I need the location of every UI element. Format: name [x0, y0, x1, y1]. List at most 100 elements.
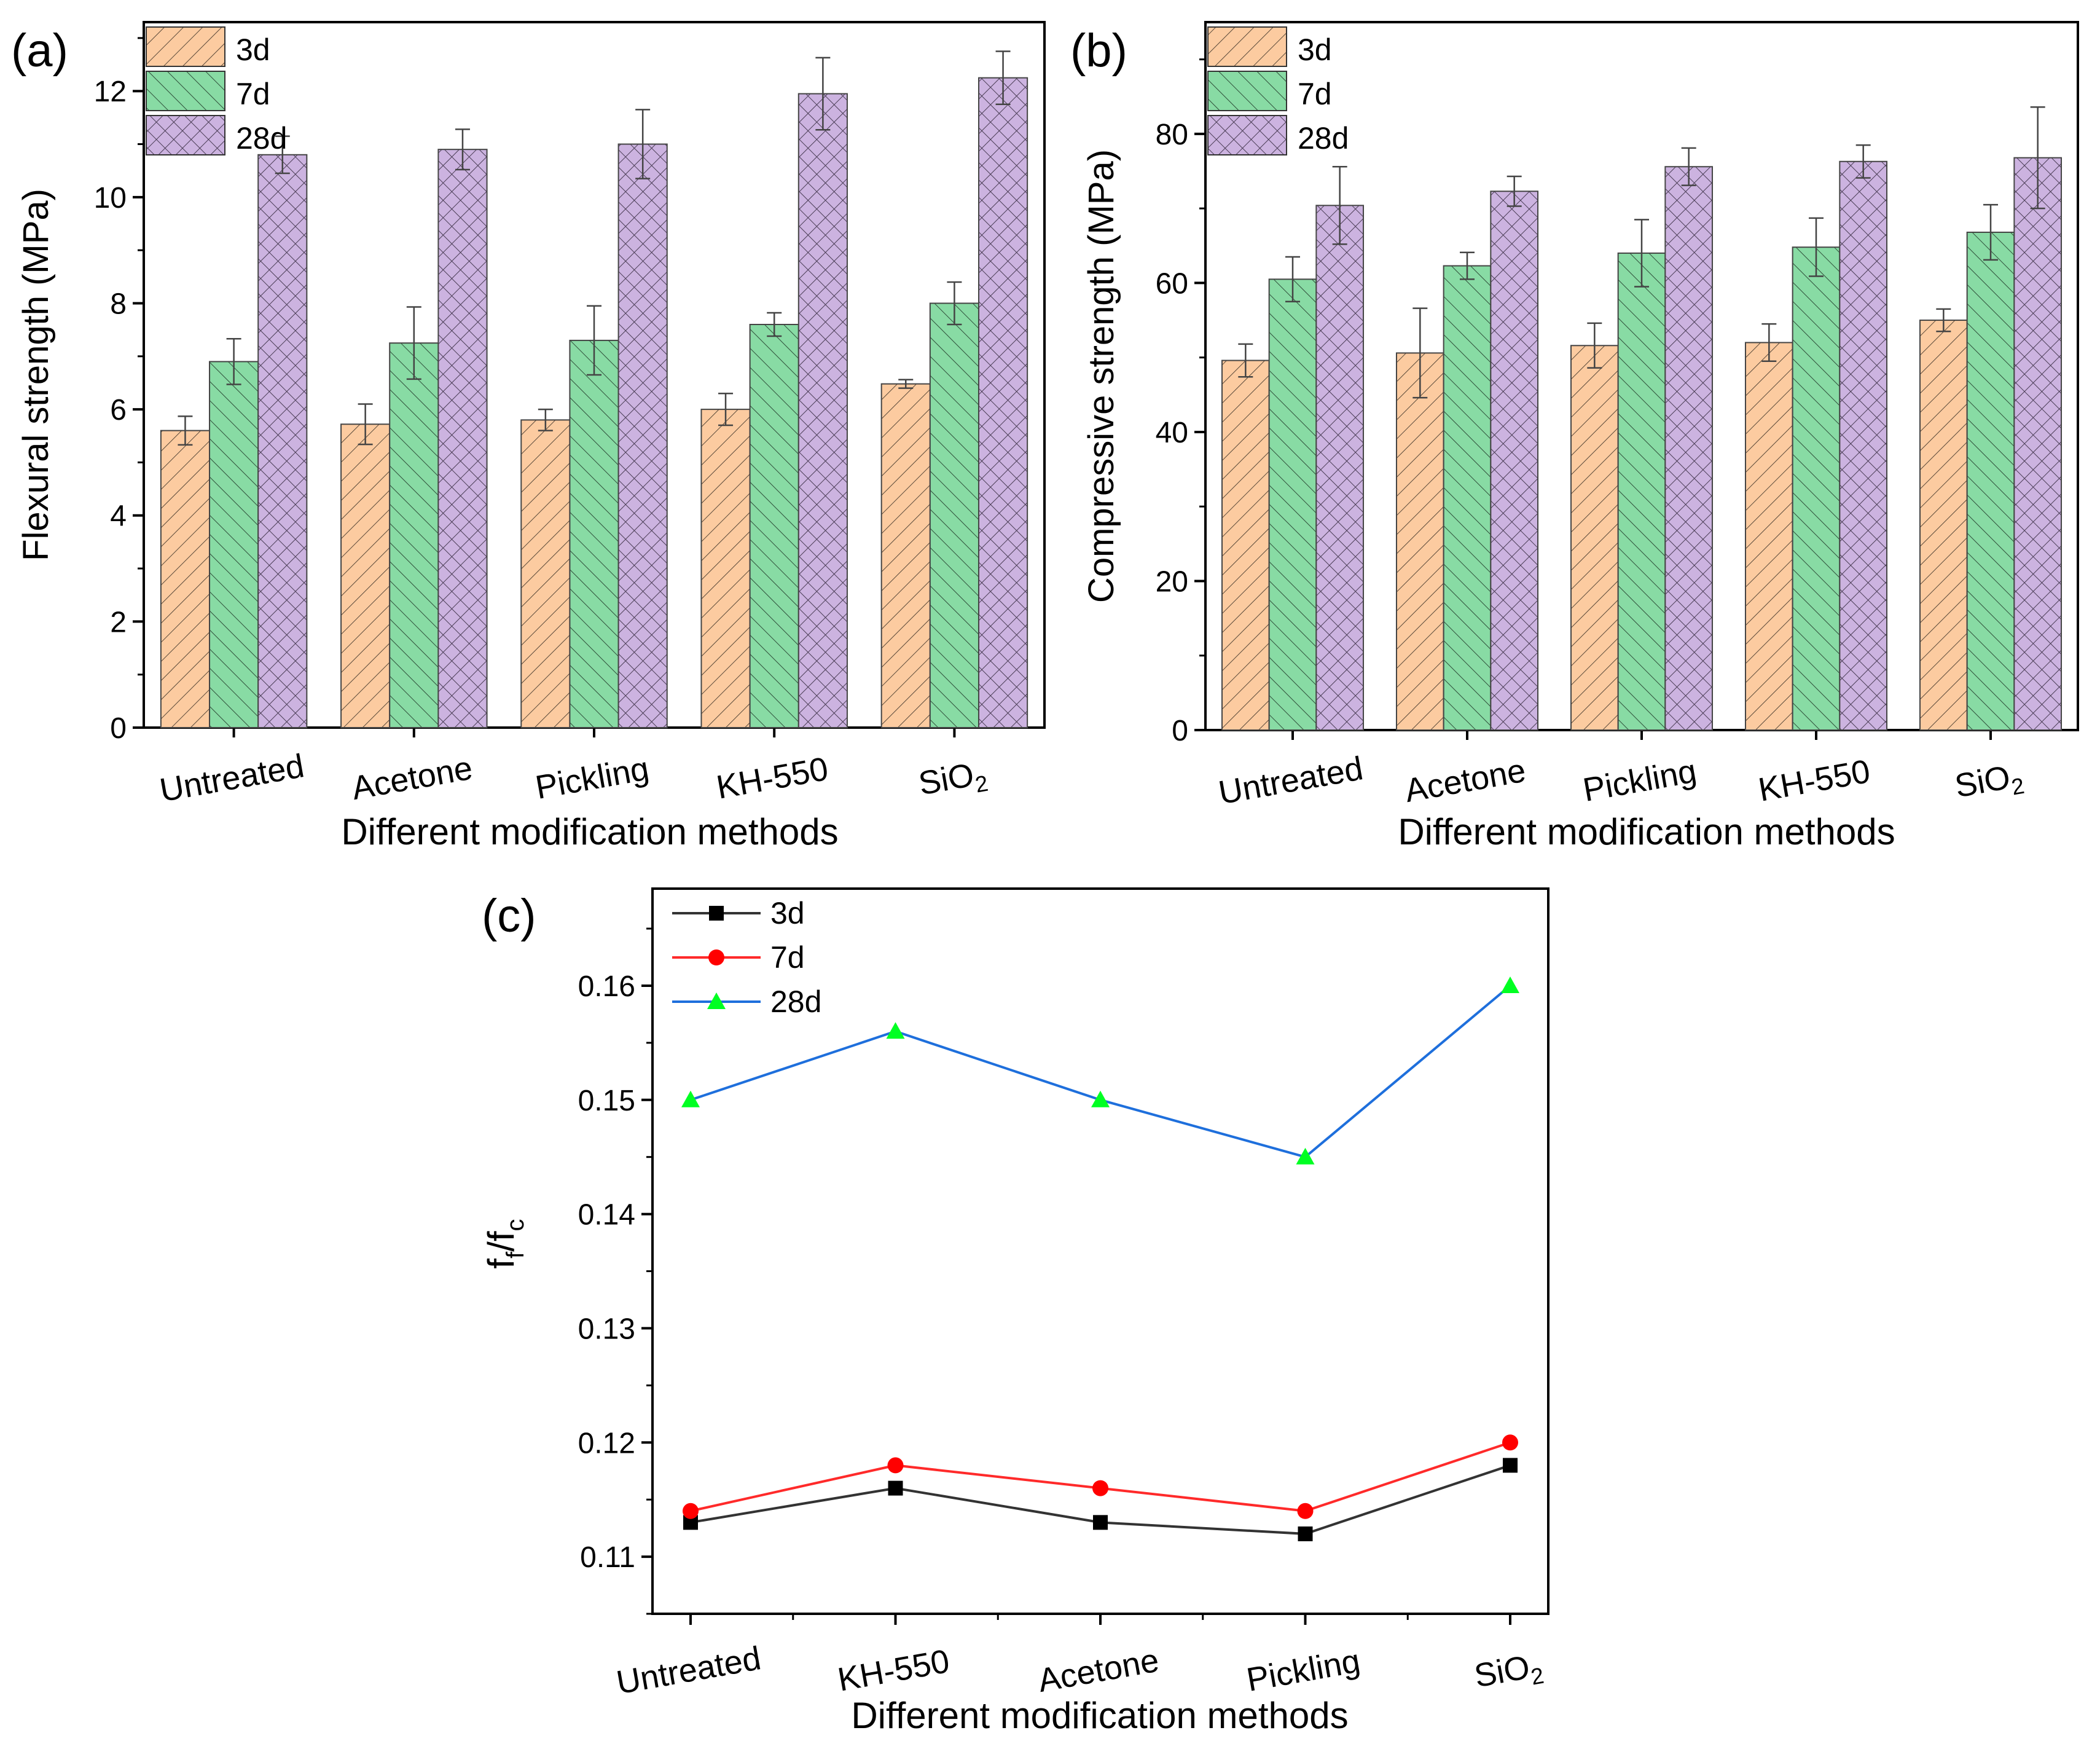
legend-swatch-7d — [1207, 71, 1287, 111]
bar-28d-pickling — [1664, 166, 1714, 731]
y-tick-label: 0.15 — [578, 1085, 635, 1117]
errorbar-7d-kh-550 — [1809, 217, 1824, 277]
marker-3d-acetone — [1093, 1515, 1108, 1530]
panel-a-label: (a) — [11, 25, 68, 77]
errorbar-3d-sio2 — [898, 379, 914, 389]
legend-label-28d: 28d — [770, 984, 821, 1019]
x-tick-label-text: SiO — [916, 757, 977, 803]
panel-c: (c) 0.11 0.12 0.13 0.14 0.15 0.16 Untreated KH… — [480, 887, 1550, 1736]
bar-3d-acetone — [1395, 352, 1444, 731]
bar-7d-pickling — [1617, 252, 1666, 731]
legend-swatch-28d — [1207, 115, 1287, 155]
bar-3d-untreated — [160, 430, 211, 728]
y-tick-label: 80 — [1156, 119, 1188, 151]
errorbar-7d-kh-550 — [767, 312, 782, 337]
errorbar-3d-untreated — [178, 415, 193, 446]
errorbar-7d-untreated — [226, 338, 241, 385]
bar-3d-kh-550 — [700, 409, 751, 728]
bar-28d-kh-550 — [1839, 160, 1888, 731]
bar-28d-sio2 — [978, 77, 1028, 728]
errorbar-28d-acetone — [455, 128, 470, 171]
x-tick-label-text: KH-550 — [835, 1643, 952, 1699]
x-tick-label: Acetone — [1035, 1642, 1162, 1699]
y-tick-label: 0.11 — [580, 1541, 635, 1574]
x-tick-label-text: Pickling — [533, 750, 652, 806]
marker-3d-sio2 — [1503, 1458, 1518, 1473]
legend-label-28d: 28d — [236, 121, 287, 155]
bar-28d-acetone — [437, 149, 488, 728]
x-tick-label: Acetone — [1402, 752, 1529, 809]
x-tick-label-text: SiO — [1952, 759, 2013, 805]
bar-3d-pickling — [1570, 345, 1619, 731]
errorbar-28d-kh-550 — [815, 57, 831, 131]
panel-b-errorbars — [1238, 106, 2045, 399]
errorbar-7d-sio2 — [947, 281, 962, 326]
bar-3d-sio2 — [1919, 320, 1968, 731]
bar-28d-sio2 — [2013, 157, 2063, 731]
ylabel-sub-f: f — [502, 1251, 529, 1259]
x-tick-label-text: Untreated — [157, 747, 307, 809]
marker-28d-pickling — [1296, 1147, 1315, 1165]
y-tick-label: 0.12 — [578, 1427, 635, 1460]
legend-label-7d: 7d — [770, 940, 805, 975]
y-tick-label: 20 — [1156, 565, 1188, 598]
panel-a-x-axis-title: Different modification methods — [341, 811, 838, 852]
x-tick-label: SiO2 — [1952, 757, 2026, 809]
x-tick-label-text: Pickling — [1580, 753, 1699, 809]
y-tick-label: 8 — [110, 288, 127, 320]
errorbar-3d-pickling — [1587, 322, 1602, 369]
marker-3d-kh-550 — [888, 1480, 903, 1496]
x-tick-label-text: KH-550 — [714, 750, 831, 806]
marker-28d-acetone — [1091, 1090, 1110, 1107]
panel-c-label: (c) — [482, 890, 536, 942]
x-tick-label: SiO2 — [916, 754, 990, 807]
x-tick-label: KH-550 — [1756, 753, 1873, 809]
marker-7d-untreated — [683, 1503, 699, 1519]
errorbar-3d-kh-550 — [1761, 323, 1777, 362]
bar-3d-acetone — [340, 423, 391, 728]
errorbar-3d-pickling — [538, 408, 553, 431]
legend-swatch-28d — [146, 115, 225, 155]
bar-7d-sio2 — [1966, 231, 2015, 731]
marker-7d-sio2 — [1502, 1434, 1518, 1451]
legend-marker-28d — [707, 992, 726, 1009]
panel-b-y-axis-title: Compressive strength (MPa) — [1081, 149, 1121, 603]
bar-28d-untreated — [1315, 205, 1365, 731]
x-tick-label-text: Acetone — [1402, 752, 1529, 809]
panel-a: (a) 0 2 4 6 8 10 12 Untreated Acetone Pickling KH… — [11, 21, 1046, 852]
x-tick-label: Pickling — [1580, 753, 1699, 809]
x-tick-label: Pickling — [1244, 1643, 1363, 1699]
ylabel-f: f — [480, 1259, 522, 1269]
y-tick-label: 12 — [94, 76, 127, 108]
y-tick-label: 0 — [1172, 715, 1188, 747]
x-tick-label: Acetone — [349, 750, 476, 807]
bar-7d-acetone — [389, 342, 439, 728]
errorbar-3d-sio2 — [1936, 308, 1951, 332]
ylabel-slash-f: /f — [480, 1231, 522, 1252]
legend-label-28d: 28d — [1298, 121, 1349, 155]
bar-7d-pickling — [569, 339, 619, 728]
legend-swatch-3d — [146, 26, 225, 67]
bar-28d-pickling — [617, 143, 668, 729]
bar-3d-untreated — [1221, 360, 1270, 731]
errorbar-28d-kh-550 — [1855, 144, 1871, 179]
errorbar-7d-pickling — [587, 305, 601, 376]
ylabel-sub-c: c — [502, 1219, 529, 1231]
y-tick-label: 0 — [110, 712, 127, 745]
marker-7d-kh-550 — [887, 1457, 904, 1474]
panel-b-grid-ticks: 0 20 40 60 80 — [1156, 58, 1992, 747]
panel-c-lines — [690, 984, 1511, 1535]
bar-7d-acetone — [1443, 265, 1492, 731]
y-tick-label: 40 — [1156, 417, 1188, 449]
legend-label-3d: 3d — [236, 33, 270, 67]
legend-marker-3d — [709, 906, 724, 921]
x-tick-label: Untreated — [1216, 750, 1366, 811]
x-tick-label-text: Untreated — [614, 1640, 764, 1701]
marker-7d-acetone — [1092, 1480, 1108, 1496]
panel-b-x-axis-title: Different modification methods — [1398, 811, 1895, 852]
panel-c-grid-ticks: 0.11 0.12 0.13 0.14 0.15 0.16 — [578, 927, 1511, 1625]
panel-c-x-tick-labels: Untreated KH-550 Acetone Pickling SiO2 — [614, 1640, 1546, 1701]
bar-7d-untreated — [209, 361, 259, 728]
bar-28d-kh-550 — [797, 93, 848, 728]
legend-label-3d: 3d — [770, 896, 805, 930]
